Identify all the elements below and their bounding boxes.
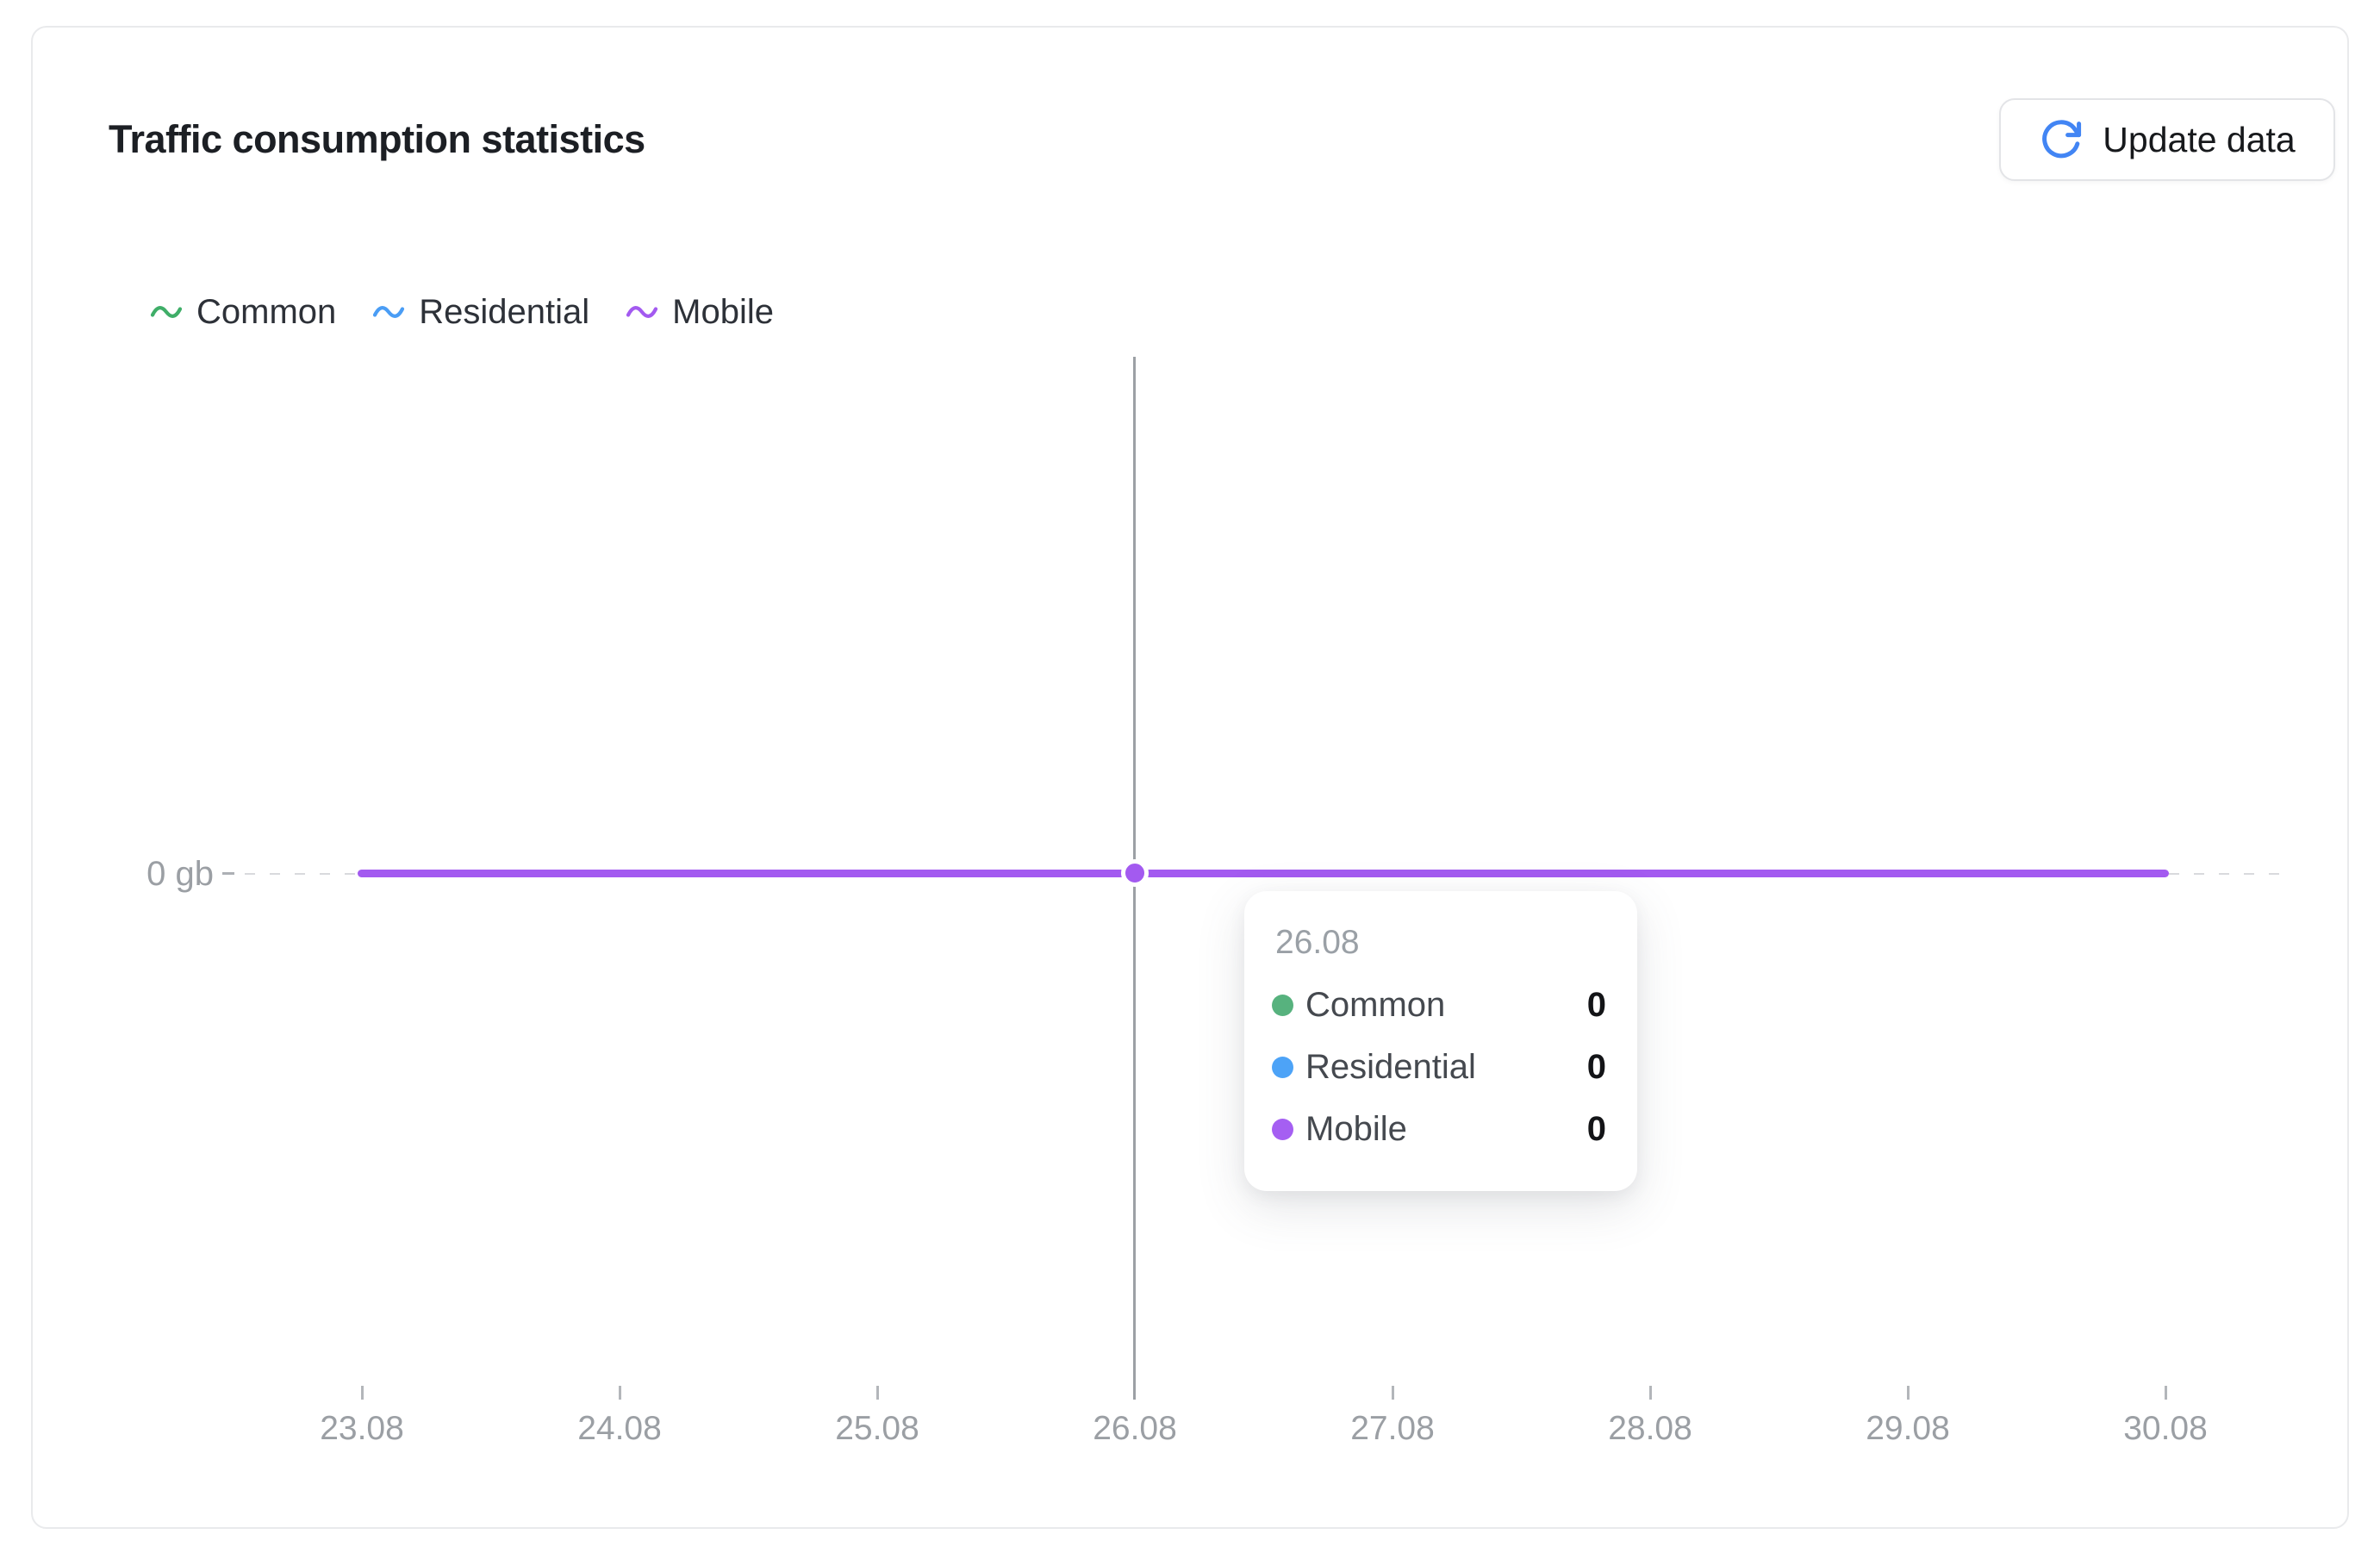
common-dot-icon: [1272, 994, 1293, 1016]
legend-item-common[interactable]: Common: [150, 291, 336, 333]
x-tick: [361, 1386, 364, 1400]
traffic-statistics-card: Traffic consumption statistics Update da…: [31, 26, 2349, 1529]
tooltip-row-mobile: Mobile 0: [1272, 1108, 1606, 1150]
x-tick: [876, 1386, 879, 1400]
tooltip-label-common: Common: [1305, 986, 1446, 1024]
chart-legend: Common Residential Mobile: [150, 291, 774, 333]
x-tick: [2165, 1386, 2167, 1400]
x-axis-label: 26.08: [1093, 1410, 1177, 1447]
tooltip-row-residential: Residential 0: [1272, 1046, 1606, 1088]
legend-label-residential: Residential: [419, 293, 590, 331]
chart-tooltip: 26.08 Common 0 Residential 0 Mobile 0: [1244, 891, 1637, 1191]
x-tick: [619, 1386, 621, 1400]
refresh-icon: [2042, 120, 2082, 159]
residential-dot-icon: [1272, 1056, 1293, 1078]
tooltip-value-common: 0: [1586, 986, 1606, 1024]
x-tick: [1907, 1386, 1910, 1400]
x-axis-label: 24.08: [577, 1410, 662, 1447]
series-line-mobile: [358, 870, 2169, 877]
x-tick: [1649, 1386, 1652, 1400]
page-title: Traffic consumption statistics: [109, 117, 645, 161]
update-data-label: Update data: [2103, 120, 2296, 159]
mobile-line-icon: [626, 306, 658, 318]
tooltip-label-mobile: Mobile: [1305, 1110, 1407, 1148]
x-axis-label: 23.08: [320, 1410, 404, 1447]
x-axis-label: 27.08: [1350, 1410, 1435, 1447]
x-axis-label: 29.08: [1866, 1410, 1950, 1447]
hover-point-dot: [1121, 859, 1149, 887]
common-line-icon: [150, 306, 183, 318]
tooltip-value-residential: 0: [1586, 1048, 1606, 1086]
update-data-button[interactable]: Update data: [1999, 98, 2335, 181]
tooltip-date: 26.08: [1275, 924, 1360, 961]
tooltip-value-mobile: 0: [1586, 1110, 1606, 1148]
x-axis-label: 28.08: [1608, 1410, 1692, 1447]
legend-label-mobile: Mobile: [672, 293, 774, 331]
tooltip-row-common: Common 0: [1272, 984, 1606, 1026]
legend-item-mobile[interactable]: Mobile: [626, 291, 774, 333]
x-axis-label: 30.08: [2123, 1410, 2208, 1447]
y-axis-tick: [222, 872, 234, 875]
tooltip-label-residential: Residential: [1305, 1048, 1476, 1086]
legend-label-common: Common: [196, 293, 337, 331]
x-tick: [1392, 1386, 1394, 1400]
residential-line-icon: [373, 306, 405, 318]
mobile-dot-icon: [1272, 1118, 1293, 1140]
x-axis-label: 25.08: [835, 1410, 919, 1447]
y-axis-zero-label: 0 gb: [146, 855, 214, 893]
legend-item-residential[interactable]: Residential: [372, 291, 589, 333]
